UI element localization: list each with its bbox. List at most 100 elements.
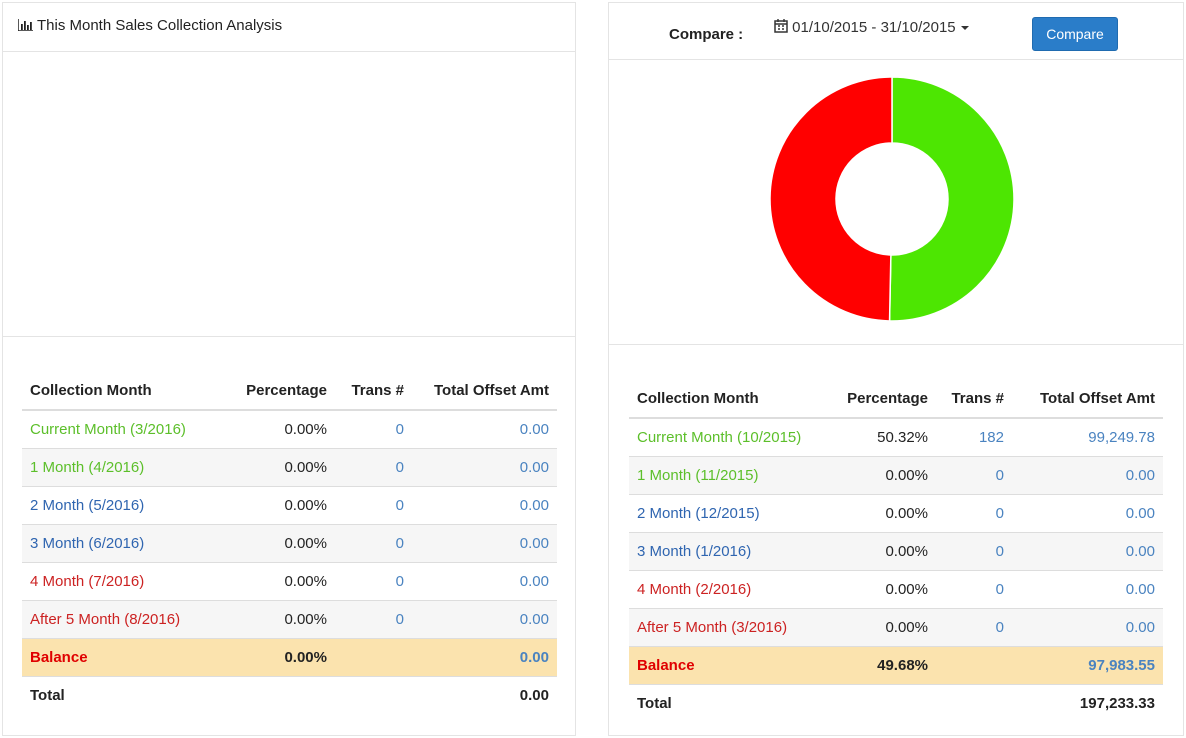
month-cell: 2 Month (5/2016) (22, 486, 218, 525)
value-cell: 0 (936, 570, 1012, 609)
bar-icon (17, 19, 33, 32)
compare-header: Compare : 01/10/2015 - 31/10/2015 Compar… (609, 3, 1183, 60)
table-row: 4 Month (7/2016) 0.00% 0 0.00 (22, 562, 557, 601)
balance-row: Balance 0.00% 0.00 (22, 638, 557, 677)
empty-cell (936, 684, 1012, 722)
balance-label: Balance (22, 638, 218, 677)
empty-cell (335, 638, 412, 677)
value-cell: 50.32% (830, 417, 936, 457)
panel-title: This Month Sales Collection Analysis (17, 17, 283, 34)
calendar-icon (774, 19, 788, 33)
value-cell: 0.00 (1012, 494, 1163, 533)
table-row: 3 Month (1/2016) 0.00% 0 0.00 (629, 532, 1163, 571)
value-cell: 0.00% (830, 456, 936, 495)
balance-percentage: 0.00% (218, 638, 335, 677)
value-cell: 0 (936, 608, 1012, 647)
value-cell: 0.00 (412, 448, 557, 487)
value-cell: 0.00 (1012, 608, 1163, 647)
total-row: Total 197,233.33 (629, 684, 1163, 722)
compare-label: Compare : (669, 26, 744, 43)
value-cell: 182 (936, 417, 1012, 457)
column-header: Percentage (830, 380, 936, 419)
value-cell: 0.00% (830, 608, 936, 647)
date-range-text: 01/10/2015 - 31/10/2015 (792, 19, 956, 36)
total-amount: 197,233.33 (1012, 684, 1163, 722)
value-cell: 0.00% (218, 600, 335, 639)
right-panel: Compare : 01/10/2015 - 31/10/2015 Compar… (608, 2, 1184, 736)
month-cell: 3 Month (6/2016) (22, 524, 218, 563)
caret (960, 26, 969, 30)
header-row: Collection Month Percentage Trans # Total O… (629, 380, 1163, 419)
table-row: 2 Month (12/2015) 0.00% 0 0.00 (629, 494, 1163, 533)
compare-button[interactable]: Compare (1032, 17, 1118, 51)
value-cell: 0 (936, 532, 1012, 571)
value-cell: 0.00 (412, 562, 557, 601)
table-row: After 5 Month (3/2016) 0.00% 0 0.00 (629, 608, 1163, 647)
value-cell: 0.00% (218, 409, 335, 449)
total-amount: 0.00 (412, 676, 557, 714)
balance-amount: 97,983.55 (1012, 646, 1163, 685)
balance-amount: 0.00 (412, 638, 557, 677)
value-cell: 0 (936, 456, 1012, 495)
value-cell: 0.00% (830, 570, 936, 609)
value-cell: 0.00% (218, 486, 335, 525)
empty-cell (936, 646, 1012, 685)
value-cell: 0 (936, 494, 1012, 533)
value-cell: 0.00 (1012, 456, 1163, 495)
balance-label: Balance (629, 646, 830, 685)
table-row: After 5 Month (8/2016) 0.00% 0 0.00 (22, 600, 557, 639)
month-cell: 1 Month (11/2015) (629, 456, 830, 495)
value-cell: 0.00 (1012, 570, 1163, 609)
table-row: 1 Month (4/2016) 0.00% 0 0.00 (22, 448, 557, 487)
table-row: 1 Month (11/2015) 0.00% 0 0.00 (629, 456, 1163, 495)
month-cell: 3 Month (1/2016) (629, 532, 830, 571)
month-cell: 4 Month (2/2016) (629, 570, 830, 609)
value-cell: 0.00 (412, 524, 557, 563)
value-cell: 0 (335, 486, 412, 525)
value-cell: 0 (335, 600, 412, 639)
column-header: Total Offset Amt (1012, 380, 1163, 419)
value-cell: 0 (335, 448, 412, 487)
month-cell: 4 Month (7/2016) (22, 562, 218, 601)
empty-cell (335, 676, 412, 714)
column-header: Trans # (335, 372, 412, 411)
total-label: Total (629, 684, 830, 722)
table-row: Current Month (10/2015) 50.32% 182 99,249.7… (629, 417, 1163, 457)
collection-table: Collection Month Percentage Trans # Total O… (22, 372, 557, 714)
donut-chart (769, 76, 1015, 322)
empty-cell (218, 676, 335, 714)
month-cell: After 5 Month (8/2016) (22, 600, 218, 639)
value-cell: 0 (335, 562, 412, 601)
value-cell: 0.00% (830, 494, 936, 533)
value-cell: 0.00 (1012, 532, 1163, 571)
month-cell: Current Month (10/2015) (629, 417, 830, 457)
table-row: Current Month (3/2016) 0.00% 0 0.00 (22, 409, 557, 449)
separator (3, 336, 575, 337)
month-cell: Current Month (3/2016) (22, 409, 218, 449)
panel-header: This Month Sales Collection Analysis (3, 3, 575, 52)
empty-cell (830, 684, 936, 722)
donut-segment (769, 76, 893, 322)
month-cell: 2 Month (12/2015) (629, 494, 830, 533)
value-cell: 0.00% (218, 524, 335, 563)
month-cell: After 5 Month (3/2016) (629, 608, 830, 647)
title-text: This Month Sales Collection Analysis (37, 17, 283, 34)
month-cell: 1 Month (4/2016) (22, 448, 218, 487)
value-cell: 0.00 (412, 486, 557, 525)
table-row: 2 Month (5/2016) 0.00% 0 0.00 (22, 486, 557, 525)
column-header: Total Offset Amt (412, 372, 557, 411)
balance-percentage: 49.68% (830, 646, 936, 685)
separator (609, 344, 1183, 345)
donut-segment (888, 76, 1015, 322)
collection-table: Collection Month Percentage Trans # Total O… (629, 380, 1163, 722)
value-cell: 0.00% (830, 532, 936, 571)
column-header: Percentage (218, 372, 335, 411)
column-header: Collection Month (629, 380, 830, 419)
value-cell: 99,249.78 (1012, 417, 1163, 457)
value-cell: 0.00 (412, 409, 557, 449)
table-row: 4 Month (2/2016) 0.00% 0 0.00 (629, 570, 1163, 609)
table-row: 3 Month (6/2016) 0.00% 0 0.00 (22, 524, 557, 563)
column-header: Trans # (936, 380, 1012, 419)
date-range-picker[interactable]: 01/10/2015 - 31/10/2015 (774, 19, 970, 36)
balance-row: Balance 49.68% 97,983.55 (629, 646, 1163, 685)
